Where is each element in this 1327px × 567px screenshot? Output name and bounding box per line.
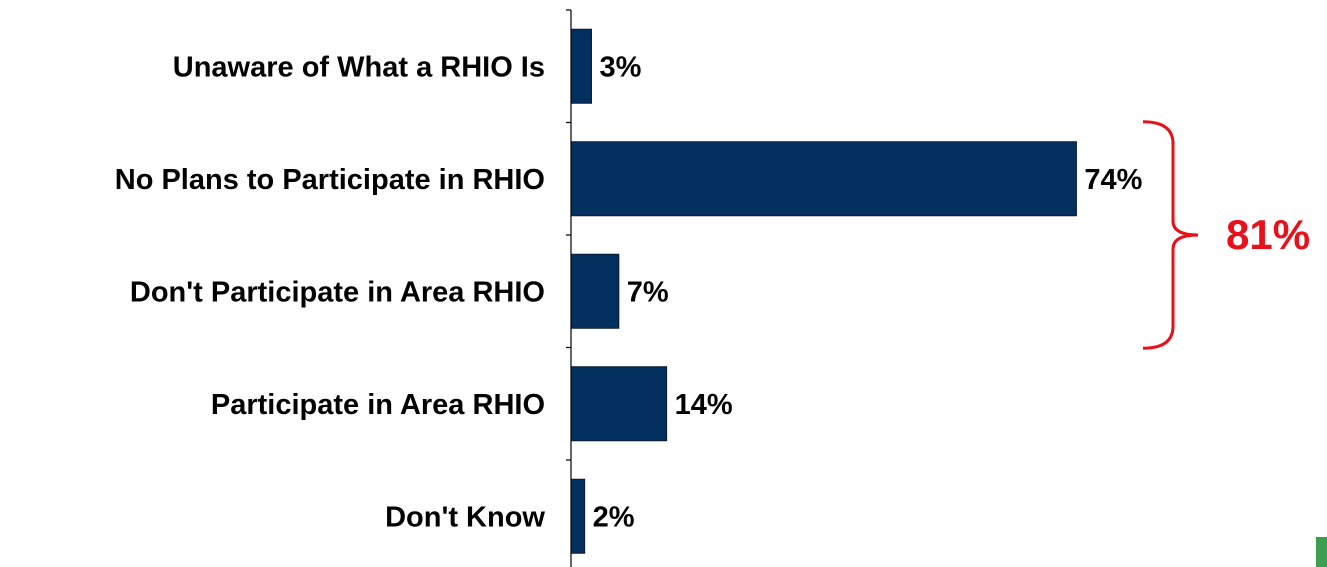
bar <box>570 253 620 329</box>
value-label: 2% <box>593 501 635 533</box>
bar <box>570 141 1077 217</box>
category-axis <box>566 9 572 567</box>
category-label: Participate in Area RHIO <box>211 389 545 421</box>
category-label: Don't Participate in Area RHIO <box>130 276 545 308</box>
category-label: Unaware of What a RHIO Is <box>173 51 545 83</box>
value-labels: 3% 74% 7% 14% 2% <box>593 51 1143 533</box>
bar <box>570 28 592 104</box>
corner-accent <box>1316 537 1327 567</box>
bar <box>570 478 586 554</box>
total-annotation: 81% <box>1142 120 1310 350</box>
bar <box>570 366 668 442</box>
total-annotation-label: 81% <box>1226 211 1310 258</box>
value-label: 7% <box>627 276 669 308</box>
category-label: No Plans to Participate in RHIO <box>115 164 545 196</box>
value-label: 74% <box>1084 164 1142 196</box>
bars-layer <box>570 28 1077 554</box>
category-labels: Unaware of What a RHIO Is No Plans to Par… <box>115 51 546 533</box>
category-label: Don't Know <box>385 501 545 533</box>
value-label: 14% <box>675 389 733 421</box>
brace <box>1142 120 1199 350</box>
value-label: 3% <box>599 51 641 83</box>
